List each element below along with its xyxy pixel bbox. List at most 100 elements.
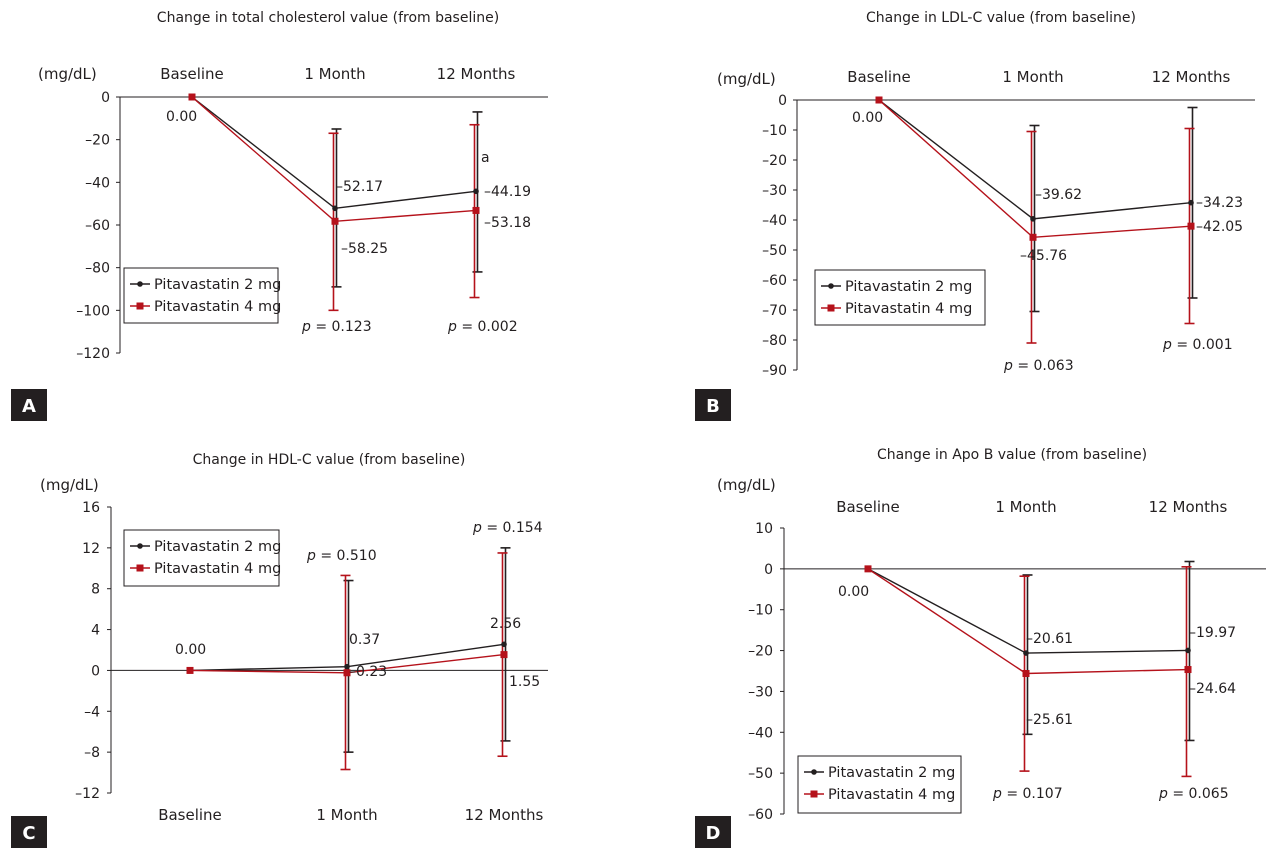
x-category-label: Baseline xyxy=(847,68,911,86)
data-label: 2.56 xyxy=(490,616,521,632)
data-point xyxy=(472,206,480,214)
data-point xyxy=(864,565,872,573)
data-label: 0.00 xyxy=(175,642,206,658)
legend-box xyxy=(123,267,279,324)
p-value-label: p = 0.154 xyxy=(472,520,543,536)
y-tick-label: 8 xyxy=(91,582,100,598)
y-tick-label: –12 xyxy=(75,786,100,802)
data-point xyxy=(1184,666,1192,674)
legend-marker xyxy=(811,769,817,775)
data-point xyxy=(186,666,194,674)
chart-title: Change in LDL-C value (from baseline) xyxy=(866,10,1136,26)
legend-marker xyxy=(827,304,835,312)
panel-label: D xyxy=(706,823,721,844)
data-label: –58.25 xyxy=(341,241,388,257)
y-tick-label: 0 xyxy=(91,663,100,679)
legend-entry: Pitavastatin 2 mg xyxy=(154,277,281,293)
y-tick-label: 4 xyxy=(91,623,100,639)
data-label: –25.61 xyxy=(1026,712,1073,728)
chart-panel-a: Change in total cholesterol value (from … xyxy=(11,10,548,421)
y-tick-label: –50 xyxy=(748,766,773,782)
p-value-label: p = 0.063 xyxy=(1003,358,1074,374)
y-tick-label: –8 xyxy=(84,745,100,761)
data-point xyxy=(1187,222,1195,230)
y-axis-unit-label: (mg/dL) xyxy=(717,70,776,88)
panel-label: B xyxy=(706,396,720,417)
legend-marker xyxy=(136,302,144,310)
data-label: 1.55 xyxy=(509,674,540,690)
p-value-label: p = 0.065 xyxy=(1158,786,1229,802)
data-label: –52.17 xyxy=(336,179,383,195)
x-category-label: 1 Month xyxy=(316,806,377,824)
legend-entry: Pitavastatin 4 mg xyxy=(154,561,281,577)
data-label: –0.23 xyxy=(349,664,387,680)
y-tick-label: –20 xyxy=(748,644,773,660)
data-point xyxy=(875,96,883,104)
y-tick-label: –100 xyxy=(76,303,110,319)
panel-label-badge: D xyxy=(695,816,731,848)
y-tick-label: –20 xyxy=(85,133,110,149)
x-category-label: 12 Months xyxy=(465,806,544,824)
data-point xyxy=(188,93,196,101)
panel-label-badge: B xyxy=(695,389,731,421)
panel-label-box xyxy=(11,389,47,421)
legend-entry: Pitavastatin 4 mg xyxy=(845,301,972,317)
legend-entry: Pitavastatin 4 mg xyxy=(828,787,955,803)
data-label: –44.19 xyxy=(484,184,531,200)
y-axis-unit-label: (mg/dL) xyxy=(717,476,776,494)
legend-marker xyxy=(137,281,143,287)
y-tick-label: 0 xyxy=(764,562,773,578)
data-point xyxy=(500,651,508,659)
data-point xyxy=(473,188,479,195)
p-value-label: p = 0.002 xyxy=(447,319,518,335)
y-tick-label: 0 xyxy=(778,93,787,109)
y-tick-label: 16 xyxy=(82,500,100,516)
legend: Pitavastatin 2 mg Pitavastatin 4 mg xyxy=(123,529,281,587)
x-category-label: 12 Months xyxy=(1149,498,1228,516)
y-tick-label: –60 xyxy=(762,273,787,289)
legend: Pitavastatin 2 mg Pitavastatin 4 mg xyxy=(123,267,281,324)
data-point xyxy=(501,641,507,648)
y-tick-label: –90 xyxy=(762,363,787,379)
legend-marker xyxy=(137,543,143,549)
data-point xyxy=(1030,216,1036,222)
data-label: –45.76 xyxy=(1020,248,1067,264)
chart-title: Change in total cholesterol value (from … xyxy=(157,10,499,26)
legend-box xyxy=(797,755,962,814)
panel-label-box xyxy=(11,816,47,848)
y-tick-label: –50 xyxy=(762,243,787,259)
x-category-label: Baseline xyxy=(160,65,224,83)
y-tick-label: –40 xyxy=(748,725,773,741)
legend-entry: Pitavastatin 4 mg xyxy=(154,299,281,315)
y-tick-label: –80 xyxy=(762,333,787,349)
data-point xyxy=(331,217,339,225)
x-category-label: Baseline xyxy=(158,806,222,824)
p-value-label: p = 0.510 xyxy=(306,548,377,564)
data-point xyxy=(343,669,351,677)
panel-label-box xyxy=(695,816,731,848)
x-category-label: 12 Months xyxy=(437,65,516,83)
data-point xyxy=(1029,233,1037,241)
x-category-label: 1 Month xyxy=(995,498,1056,516)
y-tick-label: –40 xyxy=(762,213,787,229)
y-tick-label: –30 xyxy=(762,183,787,199)
legend-entry: Pitavastatin 2 mg xyxy=(845,279,972,295)
legend-marker xyxy=(810,790,818,798)
panel-label: C xyxy=(22,823,35,844)
y-tick-label: 12 xyxy=(82,541,100,557)
legend: Pitavastatin 2 mg Pitavastatin 4 mg xyxy=(797,755,962,814)
y-tick-label: –20 xyxy=(762,153,787,169)
panel-label: A xyxy=(22,396,36,417)
data-label: –19.97 xyxy=(1189,625,1236,641)
legend-box xyxy=(814,269,986,326)
chart-panel-b: Change in LDL-C value (from baseline) (mg… xyxy=(695,10,1255,421)
legend: Pitavastatin 2 mg Pitavastatin 4 mg xyxy=(814,269,986,326)
data-label: –20.61 xyxy=(1026,631,1073,647)
y-tick-label: –30 xyxy=(748,684,773,700)
x-category-label: Baseline xyxy=(836,498,900,516)
panel-label-badge: A xyxy=(11,389,47,421)
data-point xyxy=(1023,650,1029,656)
panel-label-badge: C xyxy=(11,816,47,848)
data-label: 0.00 xyxy=(166,109,197,125)
legend-entry: Pitavastatin 2 mg xyxy=(154,539,281,555)
